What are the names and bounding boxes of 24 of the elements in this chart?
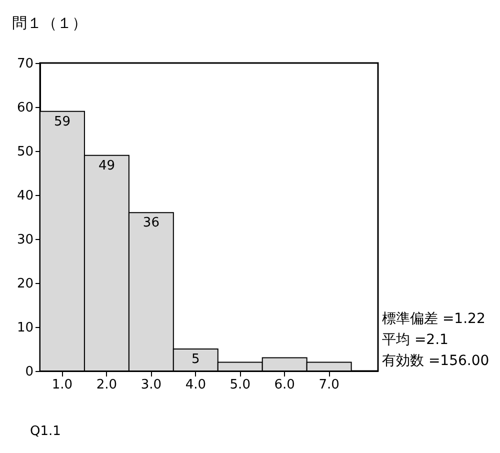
x-tick-label: 3.0 [140,378,162,392]
x-axis-title: Q1.1 [30,424,61,439]
y-tick-label: 30 [16,232,34,248]
x-tick-label: 7.0 [318,378,340,392]
x-tick-label: 2.0 [96,378,118,392]
chart-title: 問１（１） [12,14,87,32]
y-tick-label: 40 [16,188,34,204]
y-tick-label: 0 [25,364,34,380]
x-tick-label: 5.0 [230,378,250,392]
y-tick-label: 10 [16,320,34,336]
x-tick-label: 6.0 [274,378,295,392]
text: 有効数 =156.00 [382,353,490,369]
text: 標準偏差 =1.22 [382,311,486,327]
data-label: 49 [98,158,115,174]
y-tick-label: 20 [16,276,34,292]
y-tick-label: 50 [16,144,34,160]
data-label: 5 [192,352,200,367]
text: 平均 =2.1 [382,332,448,348]
y-tick-label: 70 [16,56,34,72]
y-tick-label: 60 [16,100,34,116]
data-label: 59 [54,114,71,130]
data-label: 36 [142,216,160,231]
x-tick-label: 1.0 [52,378,73,392]
x-tick-label: 4.0 [185,378,206,392]
